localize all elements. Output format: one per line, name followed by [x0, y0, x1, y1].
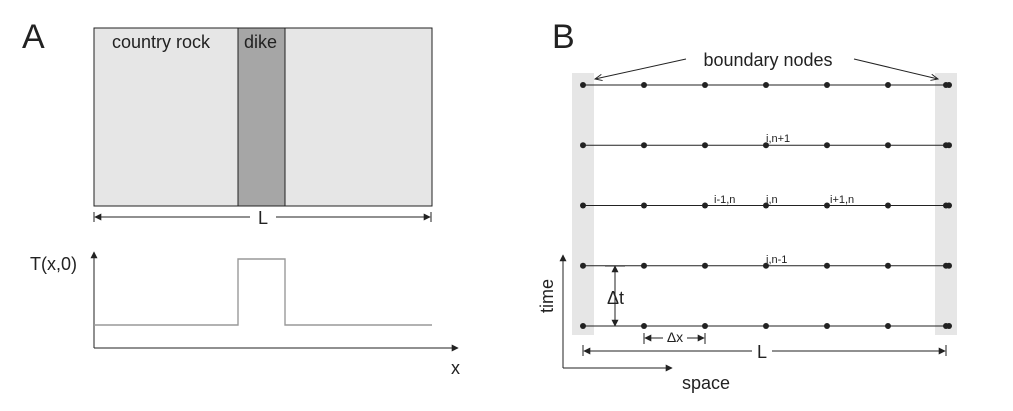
grid-node — [641, 202, 647, 209]
node-label-i-n-minus-1: i,n-1 — [766, 254, 787, 266]
boundary-node — [580, 262, 586, 269]
panel-b-letter: B — [552, 18, 575, 56]
grid-node — [702, 202, 708, 209]
dike-label: dike — [244, 32, 277, 52]
grid-node — [641, 262, 647, 269]
panel-b: B boundary nodes i,n+1 i-1,n i,n i+1,n i… — [537, 18, 957, 393]
grid-node — [763, 262, 769, 269]
boundary-node — [943, 82, 949, 88]
boundary-node — [580, 82, 586, 88]
country-rock-label: country rock — [112, 32, 211, 52]
grid-node — [824, 323, 830, 329]
grid-node — [885, 262, 891, 269]
length-label-a: L — [258, 208, 268, 228]
boundary-node — [943, 323, 949, 329]
grid-node — [885, 82, 891, 88]
boundary-node — [943, 262, 949, 269]
boundary-node — [580, 323, 586, 329]
grid-node — [641, 142, 647, 149]
y-axis-label: T(x,0) — [30, 254, 77, 274]
grid-node — [824, 82, 830, 88]
grid-node — [824, 262, 830, 269]
grid-node — [763, 142, 769, 149]
grid-node — [702, 82, 708, 88]
grid-node — [763, 202, 769, 209]
grid-node — [763, 323, 769, 329]
grid-node — [824, 142, 830, 149]
node-label-i-plus-1-n: i+1,n — [830, 194, 854, 206]
time-axis-label: time — [537, 279, 557, 313]
grid-node — [702, 262, 708, 269]
node-label-i-n-plus-1: i,n+1 — [766, 133, 790, 145]
grid-node — [763, 82, 769, 88]
x-axis-label: x — [451, 358, 460, 378]
grid-node — [885, 202, 891, 209]
boundary-arrow-left — [595, 58, 687, 79]
grid-node — [885, 142, 891, 149]
space-axis-label: space — [682, 373, 730, 393]
grid-node — [885, 323, 891, 329]
boundary-node — [943, 202, 949, 209]
boundary-arrow-right — [853, 58, 938, 79]
node-label-i-minus-1-n: i-1,n — [714, 194, 735, 206]
grid-node — [702, 323, 708, 329]
boundary-node — [943, 142, 949, 149]
panel-a-letter: A — [22, 18, 45, 56]
boundary-node — [580, 202, 586, 209]
length-label-b: L — [757, 342, 767, 362]
boundary-nodes-label: boundary nodes — [703, 50, 832, 70]
grid-node — [641, 323, 647, 329]
grid-node — [641, 82, 647, 88]
initial-temperature-profile — [94, 258, 432, 326]
dx-label: Δx — [667, 329, 683, 345]
panel-a: A country rock dike L T(x,0) x — [22, 18, 460, 378]
grid-node — [824, 202, 830, 209]
node-label-i-n: i,n — [766, 194, 778, 206]
dike-region — [237, 27, 286, 207]
dt-label: Δt — [607, 288, 624, 308]
boundary-node — [580, 142, 586, 149]
grid-node — [702, 142, 708, 149]
node-grid — [580, 82, 952, 329]
